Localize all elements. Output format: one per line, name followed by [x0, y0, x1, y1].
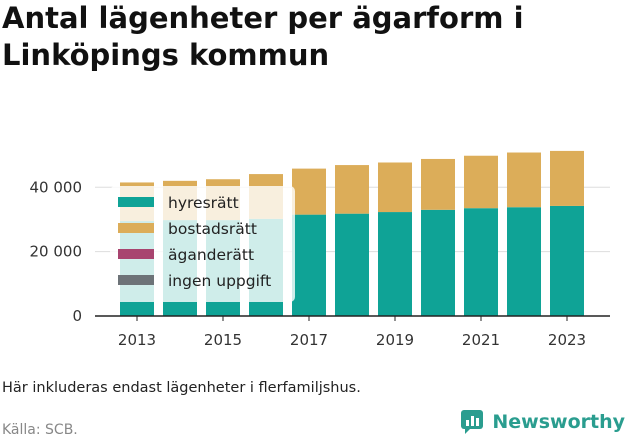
legend-label: ingen uppgift: [168, 272, 271, 290]
legend-swatch: [118, 197, 154, 207]
newsworthy-logo-icon: [461, 410, 484, 434]
bar-segment-bostadsratt: [507, 152, 541, 208]
bar-segment-bostadsratt: [464, 155, 498, 209]
bar-segment-bostadsratt: [421, 158, 455, 210]
bar-segment-bostadsratt: [335, 165, 369, 214]
y-axis-ticks: 0 20 000 40 000: [30, 178, 83, 325]
bar-segment-hyresratt: [464, 208, 498, 316]
x-axis-ticks: 2013 2015 2017 2019 2021 2023: [118, 316, 586, 349]
x-tick-label: 2015: [204, 331, 242, 349]
x-tick-label: 2013: [118, 331, 156, 349]
y-tick-label: 0: [72, 307, 82, 325]
bar-segment-hyresratt: [292, 214, 326, 316]
bar-segment-hyresratt: [378, 212, 412, 316]
legend-label: äganderätt: [168, 246, 254, 264]
legend-label: bostadsrätt: [168, 220, 257, 238]
legend: hyresrätt bostadsrätt äganderätt ingen uppg…: [110, 186, 295, 302]
bar-segment-bostadsratt: [550, 150, 584, 206]
x-tick-label: 2019: [376, 331, 414, 349]
bar-segment-bostadsratt: [378, 162, 412, 213]
brand-name: Newsworthy: [492, 411, 625, 433]
chart-title: Antal lägenheter per ägarform i Linköpin…: [2, 1, 524, 72]
x-tick-label: 2021: [462, 331, 500, 349]
legend-swatch: [118, 275, 154, 285]
x-tick-label: 2017: [290, 331, 328, 349]
legend-label: hyresrätt: [168, 194, 239, 212]
source-credit: Källa: SCB.: [2, 422, 78, 438]
bar-segment-hyresratt: [421, 209, 455, 316]
bar-segment-hyresratt: [550, 205, 584, 316]
bar-segment-bostadsratt: [292, 168, 326, 215]
bar-segment-hyresratt: [335, 213, 369, 316]
brand-logo: Newsworthy: [460, 409, 625, 435]
legend-box: [110, 186, 295, 302]
bar-segment-hyresratt: [507, 207, 541, 316]
footnote: Här inkluderas endast lägenheter i flerf…: [2, 380, 361, 396]
legend-swatch: [118, 223, 154, 233]
y-tick-label: 20 000: [30, 243, 83, 261]
x-tick-label: 2023: [548, 331, 586, 349]
legend-swatch: [118, 249, 154, 259]
y-tick-label: 40 000: [30, 178, 83, 196]
